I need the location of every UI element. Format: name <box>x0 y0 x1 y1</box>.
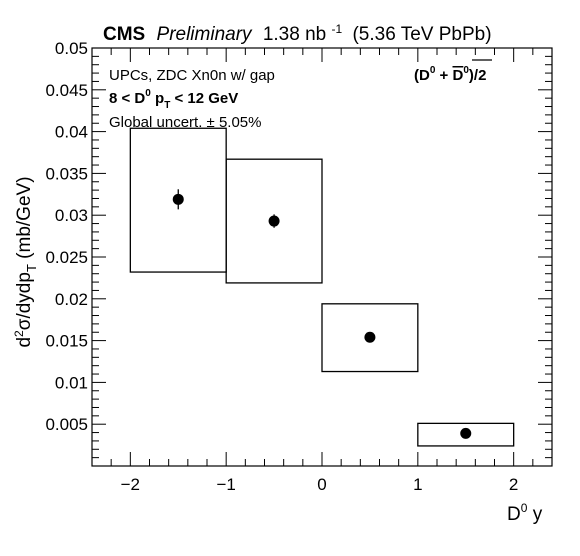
data-point <box>172 193 184 205</box>
selection-label: UPCs, ZDC Xn0n w/ gap <box>109 67 275 84</box>
energy-label: (5.36 TeV PbPb) <box>352 24 491 45</box>
y-tick-label: 0.005 <box>45 415 88 434</box>
y-tick-label: 0.02 <box>55 290 88 309</box>
x-tick-label: −1 <box>216 475 235 494</box>
y-tick-label: 0.05 <box>55 39 88 58</box>
y-tick-label: 0.045 <box>45 81 88 100</box>
x-tick-label: 2 <box>509 475 518 494</box>
data-point <box>268 215 280 227</box>
x-axis: −2 −1 0 1 2 <box>91 48 553 494</box>
pt-range-label: 8 < D0 pT < 12 GeV <box>109 88 238 111</box>
y-axis-title: d2σ/dydpT (mb/GeV) <box>12 176 39 347</box>
y-tick-label: 0.01 <box>55 373 88 392</box>
data-point <box>364 331 376 343</box>
chart-header: CMS Preliminary 1.38 nb -1 (5.36 TeV PbP… <box>103 17 492 45</box>
y-tick-label: 0.015 <box>45 332 88 351</box>
global-uncertainty-label: Global uncert. ± 5.05% <box>109 114 261 131</box>
status-label: Preliminary <box>157 24 254 45</box>
y-axis: 0.005 0.01 0.015 0.02 0.025 0.03 0.035 0.04 0.04… <box>45 39 552 459</box>
y-tick-label: 0.04 <box>55 123 88 142</box>
particle-label: (D0 + D0)/2 <box>414 65 486 84</box>
lumi-exponent: -1 <box>332 22 343 36</box>
lumi-value: 1.38 nb <box>263 24 326 45</box>
x-tick-label: 1 <box>413 475 422 494</box>
y-tick-label: 0.025 <box>45 248 88 267</box>
y-tick-label: 0.035 <box>45 164 88 183</box>
data-marks <box>129 127 515 447</box>
systematic-box <box>417 422 515 447</box>
x-tick-label: −2 <box>121 475 140 494</box>
experiment-label: CMS <box>103 24 145 45</box>
x-axis-title: D0 y <box>507 501 543 525</box>
data-point <box>460 427 472 439</box>
y-tick-label: 0.03 <box>55 206 88 225</box>
x-tick-label: 0 <box>317 475 326 494</box>
systematic-box <box>225 158 323 284</box>
systematic-box <box>321 303 419 373</box>
